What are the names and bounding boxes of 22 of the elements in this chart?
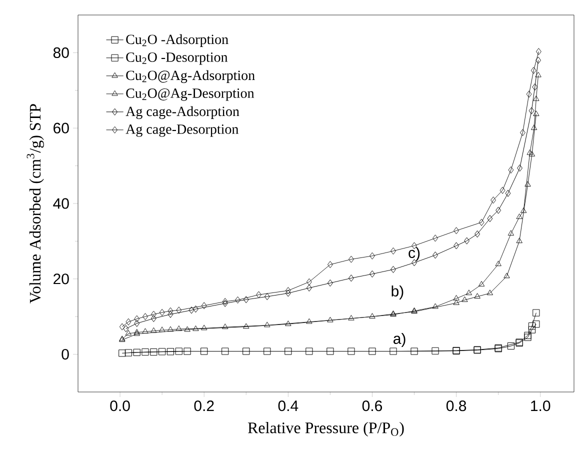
x-tick-label: 1.0 [531,400,550,412]
x-tick-label: 0.6 [362,400,382,412]
y-axis-title: Volume Adsorbed (cm$^{3}$/g) STP [26,104,44,304]
annotation: c) [408,247,420,261]
legend-label: Ag cage-Desorption [126,124,238,137]
x-tick-label: 0.4 [278,400,298,412]
x-tick-label: 0.0 [110,400,130,412]
legend-label: Ag cage-Adsorption [126,106,240,120]
y-tick-label: 0 [62,348,69,360]
annotation: a) [394,332,406,347]
legend-label: Cu$_{2}$O@Ag-Adsorption [126,70,255,83]
x-tick-label: 0.2 [194,400,214,412]
legend-label: Cu$_{2}$O -Desorption [126,52,228,65]
legend-label: Cu$_{2}$O -Adsorption [126,34,228,47]
y-tick-label: 80 [53,47,69,58]
x-tick-label: 0.8 [446,400,466,412]
y-tick-label: 40 [53,198,69,209]
legend-label: Cu$_{2}$O@Ag-Desorption [126,88,254,101]
y-tick-label: 60 [54,122,69,134]
y-tick-label: 20 [54,274,69,284]
x-axis-title: Relative Pressure (P/P$_{O}$) [248,422,404,437]
annotation: b) [392,285,404,300]
